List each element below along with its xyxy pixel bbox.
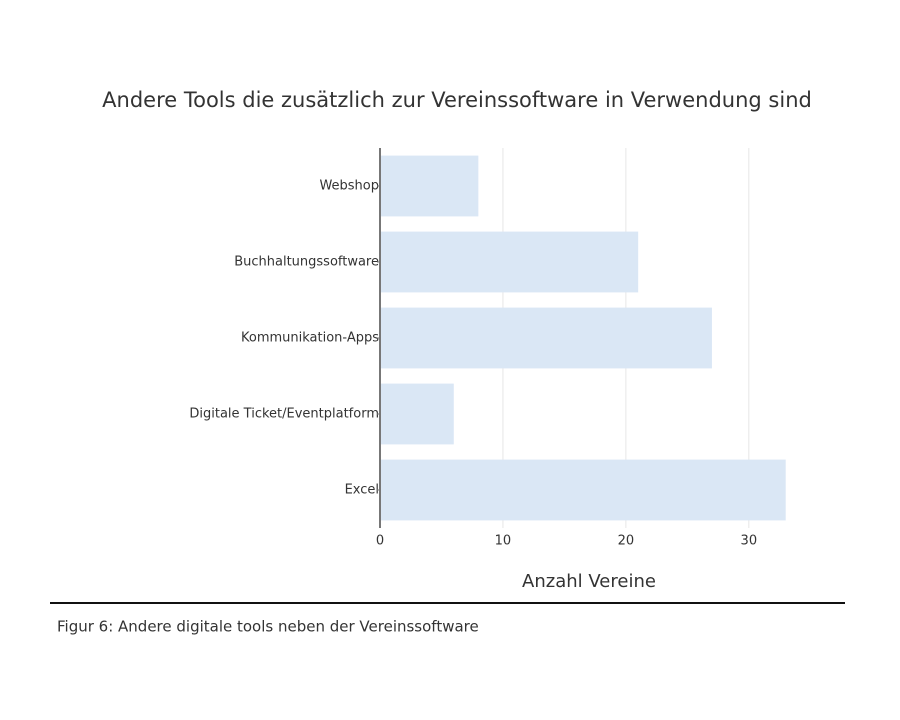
x-tick-label: 20 — [618, 534, 635, 549]
bar — [380, 383, 454, 445]
x-tick-label: 30 — [741, 534, 758, 549]
bar — [380, 155, 479, 217]
x-tick-label: 0 — [376, 534, 384, 549]
chart-title: Andere Tools die zusätzlich zur Vereinss… — [102, 88, 812, 112]
y-tick-label: Digitale Ticket/Eventplatform — [189, 407, 379, 422]
x-tick-label: 10 — [495, 534, 512, 549]
y-tick-label: Kommunikation-Apps — [241, 331, 379, 346]
y-tick-label: Excel — [345, 483, 379, 498]
y-tick-label: Webshop — [319, 179, 379, 194]
bar — [380, 231, 639, 293]
y-tick-label: Buchhaltungssoftware — [234, 255, 379, 270]
bar — [380, 459, 786, 521]
x-axis-label: Anzahl Vereine — [522, 571, 656, 592]
caption: Figur 6: Andere digitale tools neben der… — [57, 618, 479, 636]
bar — [380, 307, 712, 369]
